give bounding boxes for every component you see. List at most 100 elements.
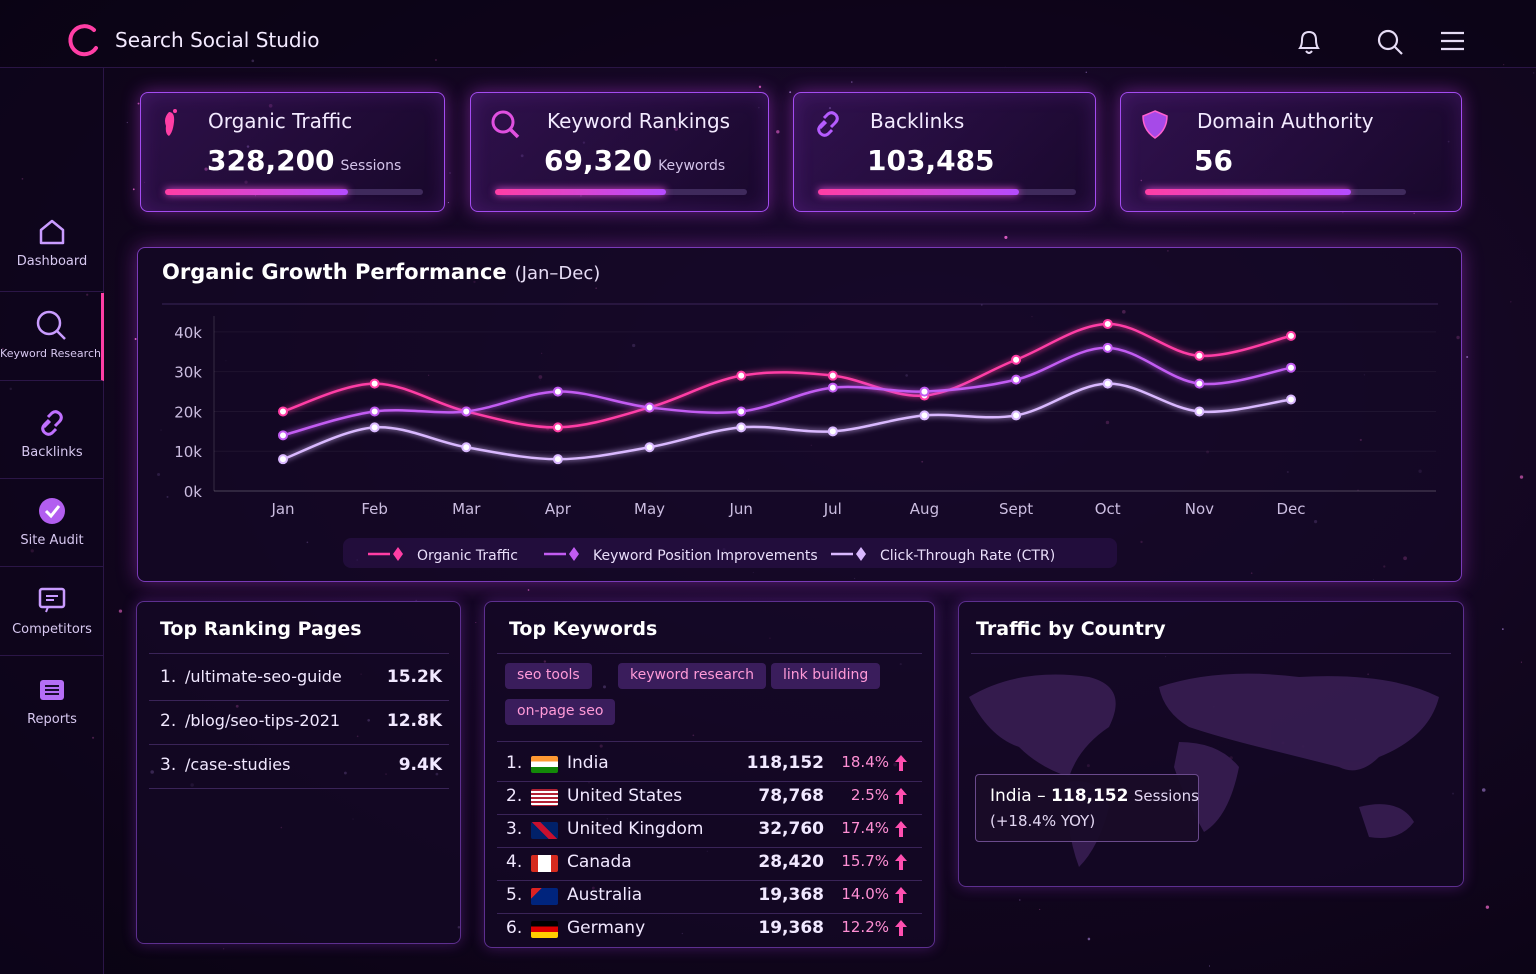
y-tick-label: 10k — [174, 443, 202, 461]
row-separator — [149, 788, 449, 789]
x-tick-label: May — [634, 500, 665, 518]
progress-fill — [165, 189, 349, 195]
star — [1485, 905, 1490, 909]
top-pages-panel: Top Ranking Pages 1. /ultimate-seo-guide 1… — [136, 601, 461, 944]
tooltip-place: India – — [990, 786, 1046, 806]
nav-label: Competitors — [12, 622, 92, 637]
kpi-label: Organic Traffic — [208, 109, 353, 133]
growth: 2.5% — [850, 786, 889, 804]
nav-icon — [39, 498, 65, 524]
keyword-tag[interactable]: link building — [771, 663, 881, 689]
data-point — [1286, 394, 1296, 405]
nav-item[interactable]: Competitors — [0, 568, 104, 656]
star — [1085, 71, 1087, 73]
data-point — [1102, 378, 1113, 389]
x-tick-label: Aug — [910, 500, 939, 518]
x-tick-label: Oct — [1095, 500, 1121, 518]
flag — [531, 822, 558, 839]
data-point — [1102, 342, 1113, 353]
menu-button[interactable] — [1440, 30, 1466, 52]
world-map — [969, 673, 1439, 867]
growth: 12.2% — [841, 918, 889, 936]
star — [118, 609, 123, 613]
kpi-icon — [165, 109, 177, 136]
star — [223, 948, 225, 950]
data-point — [644, 442, 655, 453]
nav-item[interactable]: Keyword Research — [0, 293, 104, 381]
legend-label: Click-Through Rate (CTR) — [880, 548, 1055, 564]
progress-fill — [1145, 189, 1352, 195]
traffic-country-panel: Traffic by Country India – 118,152 Sessi… — [958, 601, 1464, 887]
data-point — [278, 454, 288, 465]
page-path: /case-studies — [185, 755, 291, 774]
keyword-tag[interactable]: on-page seo — [505, 699, 616, 725]
star — [1342, 212, 1344, 214]
country-name: United Kingdom — [567, 819, 704, 839]
search-button[interactable] — [1376, 28, 1404, 56]
kpi-label: Keyword Rankings — [547, 109, 731, 133]
nav-item[interactable]: Site Audit — [0, 479, 104, 567]
top-keywords-panel: Top Keywords seo tools keyword research … — [484, 601, 935, 948]
legend-label: Organic Traffic — [417, 548, 518, 564]
star — [134, 338, 137, 340]
tooltip-unit: Sessions — [1133, 787, 1199, 805]
data-point — [919, 386, 930, 397]
progress-fill — [818, 189, 1020, 195]
kpi-value: 103,485 — [867, 144, 995, 177]
data-point — [1011, 410, 1022, 421]
app-title: Search Social Studio — [115, 28, 320, 52]
data-point — [552, 454, 563, 465]
star — [475, 622, 477, 623]
data-point — [827, 370, 838, 381]
growth: 14.0% — [841, 885, 889, 903]
nav-item[interactable]: Dashboard — [0, 200, 104, 292]
tooltip-change: (+18.4% YOY) — [990, 812, 1096, 830]
star — [1519, 475, 1524, 479]
notifications-button[interactable] — [1296, 28, 1322, 56]
kpi-value-line: 69,320 Keywords — [544, 144, 725, 177]
kpi-unit: Sessions — [340, 158, 402, 174]
nav-icon — [40, 680, 64, 700]
star — [1019, 899, 1021, 901]
nav-label: Reports — [27, 712, 77, 727]
data-point — [736, 422, 747, 433]
sessions: 28,420 — [758, 852, 824, 872]
kpi-value: 69,320 — [544, 144, 653, 177]
legend-label: Keyword Position Improvements — [593, 548, 818, 564]
nav-item[interactable]: Backlinks — [0, 391, 104, 479]
chart-title: Organic Growth Performance — [162, 260, 507, 284]
panel-title: Top Ranking Pages — [160, 618, 362, 640]
data-point — [1194, 350, 1205, 361]
row-separator — [149, 700, 449, 701]
progress-track — [818, 189, 1076, 195]
row-separator — [497, 781, 922, 782]
star — [449, 172, 451, 174]
logo — [68, 24, 98, 57]
up-arrow — [895, 887, 907, 903]
star — [758, 85, 762, 89]
data-point — [369, 422, 380, 433]
x-tick-label: Dec — [1276, 500, 1305, 518]
kpi-icon — [491, 110, 520, 139]
page-views: 12.8K — [386, 711, 442, 731]
page-path: /ultimate-seo-guide — [185, 667, 342, 686]
panel-title: Top Keywords — [509, 618, 658, 640]
nav-icon — [41, 410, 63, 436]
sidebar: Dashboard Keyword Research Backlinks Site A… — [0, 68, 104, 974]
keyword-tag[interactable]: keyword research — [618, 663, 766, 689]
y-tick-label: 40k — [174, 324, 202, 342]
growth: 17.4% — [841, 819, 889, 837]
row-rank: 5. — [506, 885, 523, 905]
up-arrow — [895, 920, 907, 936]
x-tick-label: Apr — [545, 500, 572, 518]
y-tick-label: 20k — [174, 403, 202, 421]
star — [1087, 937, 1091, 941]
row-rank: 1. — [506, 753, 523, 773]
star — [850, 81, 853, 83]
nav-item[interactable]: Reports — [0, 658, 104, 746]
kpi-value: 56 — [1194, 144, 1233, 177]
tooltip: India – 118,152 Sessions (+18.4% YOY) — [975, 774, 1199, 842]
keyword-tag[interactable]: seo tools — [505, 663, 592, 689]
data-point — [736, 406, 747, 417]
divider — [497, 741, 922, 742]
